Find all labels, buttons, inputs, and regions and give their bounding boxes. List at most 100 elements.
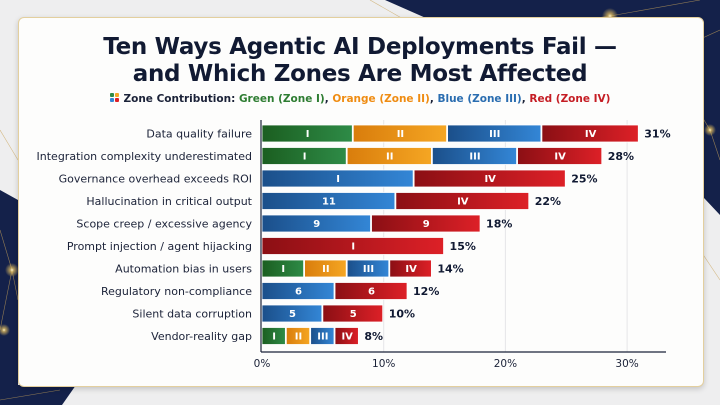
bar-row: I II III IV 14%	[261, 259, 464, 278]
bar-segment-zone-IV	[261, 237, 444, 255]
navy-panel-bottom-left	[0, 385, 76, 405]
segment-label: I	[336, 174, 340, 185]
segment-label: 6	[368, 287, 375, 298]
total-label: 10%	[389, 308, 415, 321]
bar-row: 5 5 10%	[261, 304, 415, 323]
category-label: Prompt injection / agent hijacking	[67, 240, 252, 253]
total-label: 12%	[413, 285, 439, 298]
navy-panel-left	[0, 190, 18, 405]
bar-segment-zone-IV	[517, 147, 603, 165]
total-label: 15%	[450, 240, 476, 253]
bar-segment-zone-IV	[413, 169, 566, 188]
category-label: Silent data corruption	[132, 308, 252, 321]
bar-segment-zone-IV	[541, 124, 639, 143]
segment-label: I	[272, 332, 276, 343]
bar-row: I IV 25%	[261, 169, 598, 188]
bar-segment-zone-III	[346, 259, 390, 278]
legend-item-zone-2: Orange (Zone II)	[332, 93, 430, 105]
x-tick-label: 0%	[254, 358, 271, 370]
category-label: Hallucination in critical output	[86, 195, 252, 208]
total-label: 8%	[364, 330, 383, 343]
bar-row: 9 9 18%	[261, 214, 512, 233]
bar-segment-zone-III	[261, 169, 414, 188]
bar-segment-zone-II	[285, 327, 311, 345]
total-label: 14%	[437, 263, 463, 276]
bar-segment-zone-IV	[395, 192, 530, 210]
category-label: Automation bias in users	[115, 263, 252, 276]
bar-segment-zone-II	[304, 259, 347, 278]
bar-row: I 15%	[261, 237, 476, 255]
total-label: 22%	[535, 195, 561, 208]
bar-segment-zone-IV	[322, 304, 384, 323]
bar-segment-zone-III	[261, 214, 371, 233]
segment-label: II	[397, 129, 404, 140]
bar-segment-zone-III	[261, 192, 396, 210]
x-tick-label: 10%	[372, 358, 395, 370]
category-labels: Data quality failure Integration complexi…	[37, 128, 253, 344]
bar-segment-zone-I	[261, 327, 286, 345]
segment-label: I	[351, 242, 355, 253]
segment-label: IV	[484, 174, 496, 185]
segment-label: 9	[423, 219, 430, 230]
segment-label: 9	[313, 219, 320, 230]
bar-segment-zone-III	[261, 282, 335, 300]
bar-row: I II III IV 31%	[261, 124, 671, 143]
x-tick-label: 30%	[615, 358, 638, 370]
bar-segment-zone-I	[261, 124, 353, 143]
x-tick-label: 20%	[494, 358, 517, 370]
bar-segment-zone-IV	[389, 259, 432, 278]
segment-label: III	[317, 332, 328, 343]
bar-segment-zone-IV	[371, 214, 481, 233]
bar-segment-zone-III	[261, 304, 323, 323]
bars: I II III IV 31%I II III IV 28%I IV 25%11 IV 22%9 9 18%…	[261, 124, 671, 345]
bar-segment-zone-IV	[334, 327, 359, 345]
bar-row: 11 IV 22%	[261, 192, 561, 210]
segment-label: II	[322, 264, 329, 275]
legend-separator: ,	[521, 93, 530, 105]
bar-segment-zone-II	[346, 147, 432, 165]
legend-item-zone-1: Green (Zone I)	[238, 93, 325, 105]
bar-row: I II III IV 28%	[261, 147, 634, 165]
segment-label: IV	[585, 129, 597, 140]
segment-label: III	[469, 152, 480, 163]
x-axis: 0% 10% 20% 30%	[254, 120, 666, 370]
bar-segment-zone-II	[352, 124, 447, 143]
chart-title-line-2: and Which Zones Are Most Affected	[132, 61, 588, 87]
segment-label: IV	[341, 332, 353, 343]
grid-icon	[109, 93, 120, 103]
segment-label: I	[281, 264, 285, 275]
segment-label: III	[489, 129, 500, 140]
category-label: Integration complexity underestimated	[37, 150, 252, 163]
bar-segment-zone-I	[261, 147, 347, 165]
bar-segment-zone-I	[261, 259, 304, 278]
legend-item-zone-4: Red (Zone IV)	[529, 93, 611, 105]
legend-prefix: Zone Contribution:	[123, 93, 236, 105]
bar-segment-zone-III	[431, 147, 517, 165]
legend-item-zone-3: Blue (Zone III)	[437, 93, 522, 105]
segment-label: IV	[405, 264, 417, 275]
legend-separator: ,	[324, 93, 333, 105]
segment-label: I	[303, 152, 307, 163]
chart-title-line-1: Ten Ways Agentic AI Deployments Fail —	[103, 34, 617, 60]
total-label: 18%	[486, 218, 512, 231]
bar-row: 6 6 12%	[261, 282, 439, 300]
category-label: Regulatory non-compliance	[101, 285, 252, 298]
segment-label: IV	[457, 197, 469, 208]
segment-label: 11	[322, 197, 336, 208]
segment-label: 6	[295, 287, 302, 298]
legend-separator: ,	[429, 93, 438, 105]
zone-legend: Zone Contribution: Green (Zone I), Orang…	[0, 93, 720, 105]
segment-label: IV	[554, 152, 566, 163]
bar-segment-zone-III	[447, 124, 542, 143]
segment-label: III	[363, 264, 374, 275]
category-label: Data quality failure	[146, 128, 252, 141]
total-label: 31%	[644, 128, 670, 141]
category-label: Scope creep / excessive agency	[76, 218, 252, 231]
segment-label: II	[386, 152, 393, 163]
total-label: 28%	[608, 150, 634, 163]
segment-label: 5	[350, 309, 357, 320]
total-label: 25%	[571, 173, 597, 186]
bar-row: I II III IV 8%	[261, 327, 383, 345]
segment-label: II	[295, 332, 302, 343]
